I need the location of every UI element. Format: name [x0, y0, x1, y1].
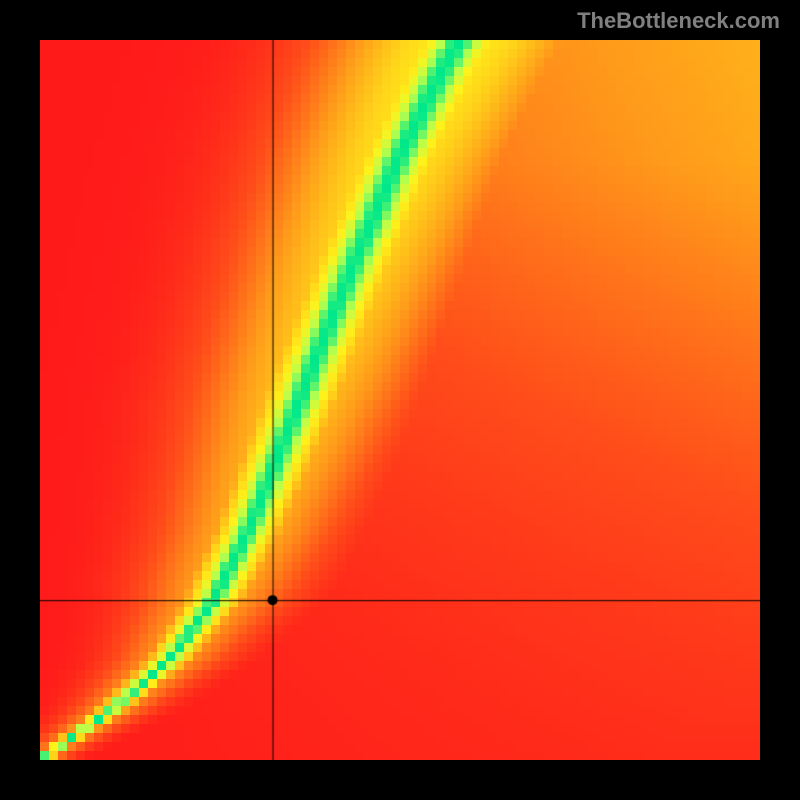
watermark-text: TheBottleneck.com	[577, 8, 780, 34]
crosshair-overlay	[40, 40, 760, 760]
chart-container: { "watermark": "TheBottleneck.com", "plo…	[0, 0, 800, 800]
